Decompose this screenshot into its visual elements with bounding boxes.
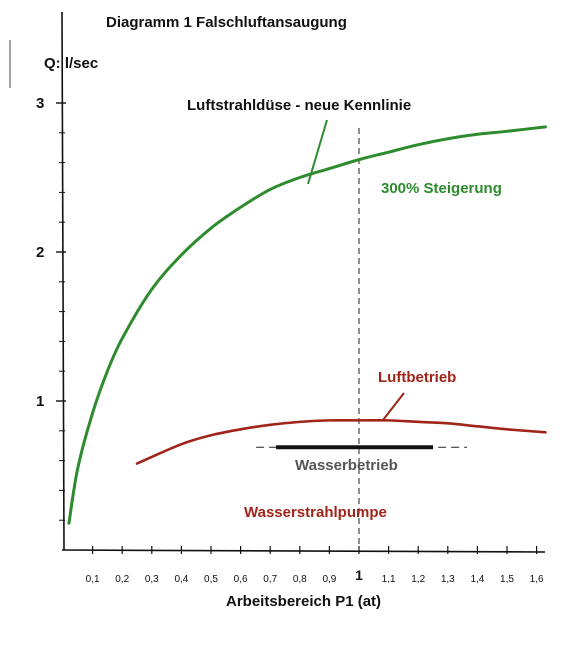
- x-axis: [61, 549, 546, 553]
- x-tick-label: 0,2: [115, 574, 129, 585]
- x-tick-label: 1,6: [530, 574, 544, 585]
- x-tick-label: 0,9: [322, 574, 336, 585]
- y-tick-label: 3: [36, 95, 44, 112]
- leader-line-luftstrahlduese: [307, 119, 328, 185]
- x-tick-label: 1,3: [441, 574, 455, 585]
- x-tick-label: 1,4: [470, 574, 484, 585]
- x-tick-label: 1: [355, 567, 363, 583]
- leader-line-luftbetrieb: [382, 392, 405, 421]
- x-ticks: 0,1 0,2 0,3 0,4 0,5 0,6 0,7 0,8 0,9 1 1,1 1,2 1,3 1,4…: [86, 546, 544, 585]
- label-luftstrahlduese: Luftstrahldüse - neue Kennlinie: [187, 97, 411, 114]
- y-tick-label: 2: [36, 244, 44, 261]
- y-tick-label: 1: [36, 393, 44, 410]
- label-luftbetrieb: Luftbetrieb: [378, 369, 456, 386]
- x-tick-label: 0,5: [204, 574, 218, 585]
- y-axis: [61, 11, 65, 551]
- x-tick-label: 0,1: [86, 574, 100, 585]
- label-wasserbetrieb: Wasserbetrieb: [295, 457, 398, 474]
- series-line-luftstrahlduese: [67, 125, 547, 525]
- x-tick-label: 0,8: [293, 574, 307, 585]
- label-wasserstrahlpumpe: Wasserstrahlpumpe: [244, 504, 387, 521]
- x-tick-label: 0,7: [263, 574, 277, 585]
- x-axis-label: Arbeitsbereich P1 (at): [226, 593, 381, 610]
- x-tick-label: 1,5: [500, 574, 514, 585]
- y-axis-label: Q: l/sec: [44, 55, 98, 72]
- x-tick-label: 0,4: [174, 574, 188, 585]
- y-ticks: 1 2 3: [36, 95, 66, 410]
- label-steigerung: 300% Steigerung: [381, 180, 502, 197]
- chart-title: Diagramm 1 Falschluftansaugung: [106, 14, 347, 31]
- x-tick-label: 0,6: [234, 574, 248, 585]
- series-line-luftbetrieb: [135, 418, 547, 465]
- x-tick-label: 0,3: [145, 574, 159, 585]
- x-tick-label: 1,1: [382, 574, 396, 585]
- x-tick-label: 1,2: [411, 574, 425, 585]
